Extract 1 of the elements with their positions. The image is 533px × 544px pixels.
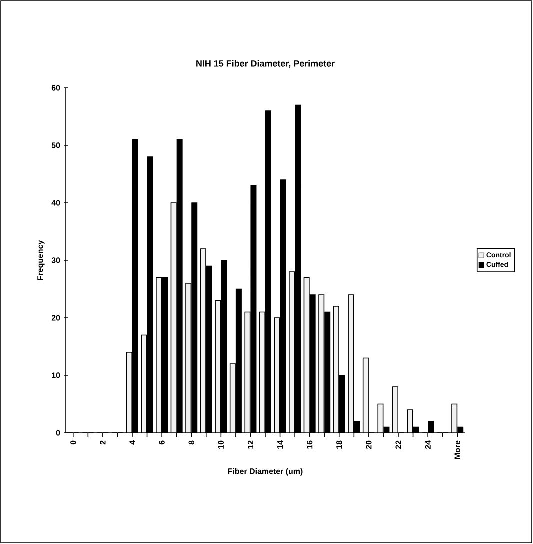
chart-title: NIH 15 Fiber Diameter, Perimeter [196,60,335,68]
